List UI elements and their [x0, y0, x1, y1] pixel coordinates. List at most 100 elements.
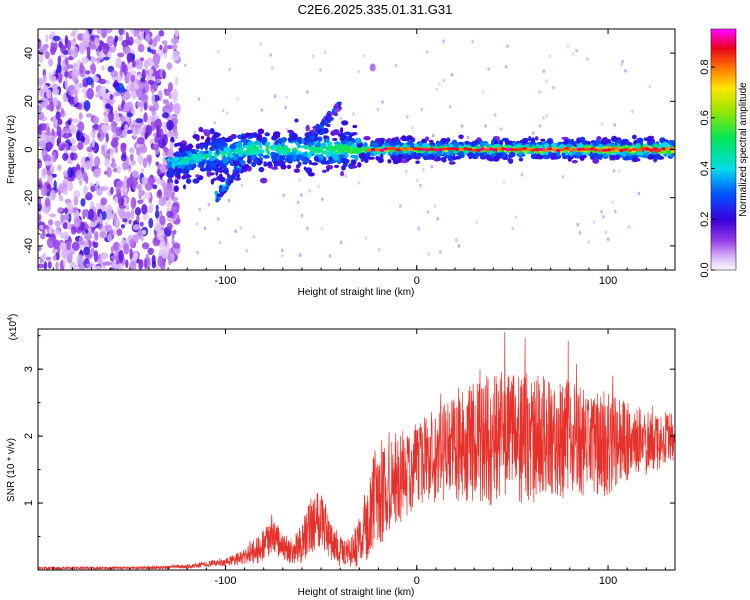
- noise-cell: [129, 147, 135, 154]
- snr-xtick-label: 0: [414, 575, 420, 587]
- noise-cell: [419, 183, 422, 188]
- colorbar-band: [711, 121, 736, 124]
- heatmap-ylabel: Frequency (Hz): [6, 115, 17, 184]
- carrier-cell: [635, 158, 641, 162]
- colorbar-band: [711, 133, 736, 136]
- colorbar-band: [711, 75, 736, 78]
- noise-cell: [604, 230, 608, 235]
- carrier-cell: [321, 150, 329, 155]
- carrier-cell: [253, 140, 261, 146]
- noise-cell: [100, 197, 107, 206]
- carrier-cell: [352, 124, 358, 129]
- noise-cell: [561, 175, 565, 179]
- noise-cell: [147, 176, 155, 184]
- noise-cell: [312, 54, 315, 58]
- noise-cell: [196, 250, 199, 255]
- noise-cell: [381, 100, 384, 104]
- noise-cell: [48, 213, 57, 218]
- noise-cell: [126, 112, 133, 118]
- carrier-cell: [303, 166, 307, 171]
- carrier-cell: [174, 179, 179, 185]
- noise-cell: [40, 185, 48, 197]
- carrier-cell: [305, 124, 310, 132]
- carrier-core-cell: [446, 147, 452, 151]
- noise-cell: [171, 196, 179, 202]
- colorbar-band: [711, 49, 736, 52]
- noise-cell: [41, 168, 47, 179]
- carrier-cell: [306, 143, 314, 148]
- carrier-cell: [318, 146, 322, 153]
- noise-cell: [126, 177, 134, 188]
- carrier-cell: [653, 153, 661, 160]
- colorbar-band: [711, 93, 736, 96]
- noise-cell: [83, 185, 88, 195]
- carrier-cell: [245, 148, 251, 154]
- carrier-cell: [470, 141, 476, 147]
- noise-cell: [475, 220, 479, 225]
- carrier-core-cell: [585, 147, 591, 151]
- colorbar-band: [711, 243, 736, 246]
- colorbar-tick-label: 0.8: [699, 59, 711, 74]
- carrier-cell: [329, 160, 334, 164]
- noise-cell: [240, 183, 244, 188]
- colorbar-band: [711, 129, 736, 132]
- noise-cell: [67, 49, 71, 56]
- carrier-cell: [450, 150, 455, 157]
- colorbar-band: [711, 213, 736, 216]
- noise-cell: [76, 254, 84, 266]
- colorbar-band: [711, 109, 736, 112]
- carrier-cell: [397, 154, 402, 159]
- carrier-cell: [281, 137, 288, 142]
- noise-cell: [57, 207, 64, 213]
- noise-cell: [148, 68, 154, 76]
- carrier-cell: [611, 135, 618, 143]
- carrier-core-cell: [635, 148, 641, 152]
- noise-cell: [134, 38, 143, 45]
- carrier-cell: [179, 151, 187, 157]
- noise-cell: [259, 42, 263, 46]
- noise-cell: [163, 43, 168, 54]
- carrier-core-cell: [433, 148, 439, 152]
- colorbar-band: [711, 37, 736, 40]
- noise-cell: [115, 126, 122, 137]
- carrier-cell: [183, 184, 186, 190]
- colorbar-band: [711, 153, 736, 156]
- snr-ylabel: SNR (10 * v/v): [6, 438, 17, 502]
- noise-cell: [161, 40, 168, 45]
- noise-cell: [148, 154, 152, 165]
- noise-cell: [123, 30, 127, 36]
- noise-cell: [97, 132, 101, 139]
- noise-cell: [228, 67, 231, 72]
- noise-cell: [67, 56, 74, 61]
- noise-cell: [511, 226, 514, 231]
- noise-cell: [88, 222, 97, 228]
- carrier-core-cell: [425, 148, 431, 152]
- colorbar-tick-label: 0.0: [699, 262, 711, 277]
- carrier-core-cell: [421, 147, 426, 151]
- carrier-core-cell: [375, 148, 380, 152]
- noise-cell: [137, 128, 144, 133]
- carrier-cell: [389, 140, 397, 147]
- carrier-cell: [621, 140, 626, 146]
- noise-cell: [166, 45, 174, 50]
- noise-cell: [53, 180, 57, 191]
- noise-cell: [317, 184, 321, 189]
- carrier-cell: [444, 155, 448, 159]
- colorbar-band: [711, 195, 736, 198]
- carrier-cell: [298, 154, 304, 160]
- noise-cell: [137, 199, 144, 204]
- colorbar-band: [711, 201, 736, 204]
- noise-cell: [195, 222, 199, 226]
- carrier-line: [165, 118, 675, 192]
- noise-cell: [118, 249, 124, 262]
- noise-cell: [357, 69, 360, 74]
- noise-cell: [123, 243, 130, 255]
- noise-cell: [92, 116, 100, 125]
- noise-cell: [137, 43, 145, 53]
- noise-cell: [435, 87, 439, 92]
- carrier-cell: [183, 169, 190, 174]
- noise-cell: [72, 37, 77, 43]
- colorbar-band: [711, 247, 736, 250]
- carrier-cell: [338, 154, 345, 158]
- colorbar-band: [711, 183, 736, 186]
